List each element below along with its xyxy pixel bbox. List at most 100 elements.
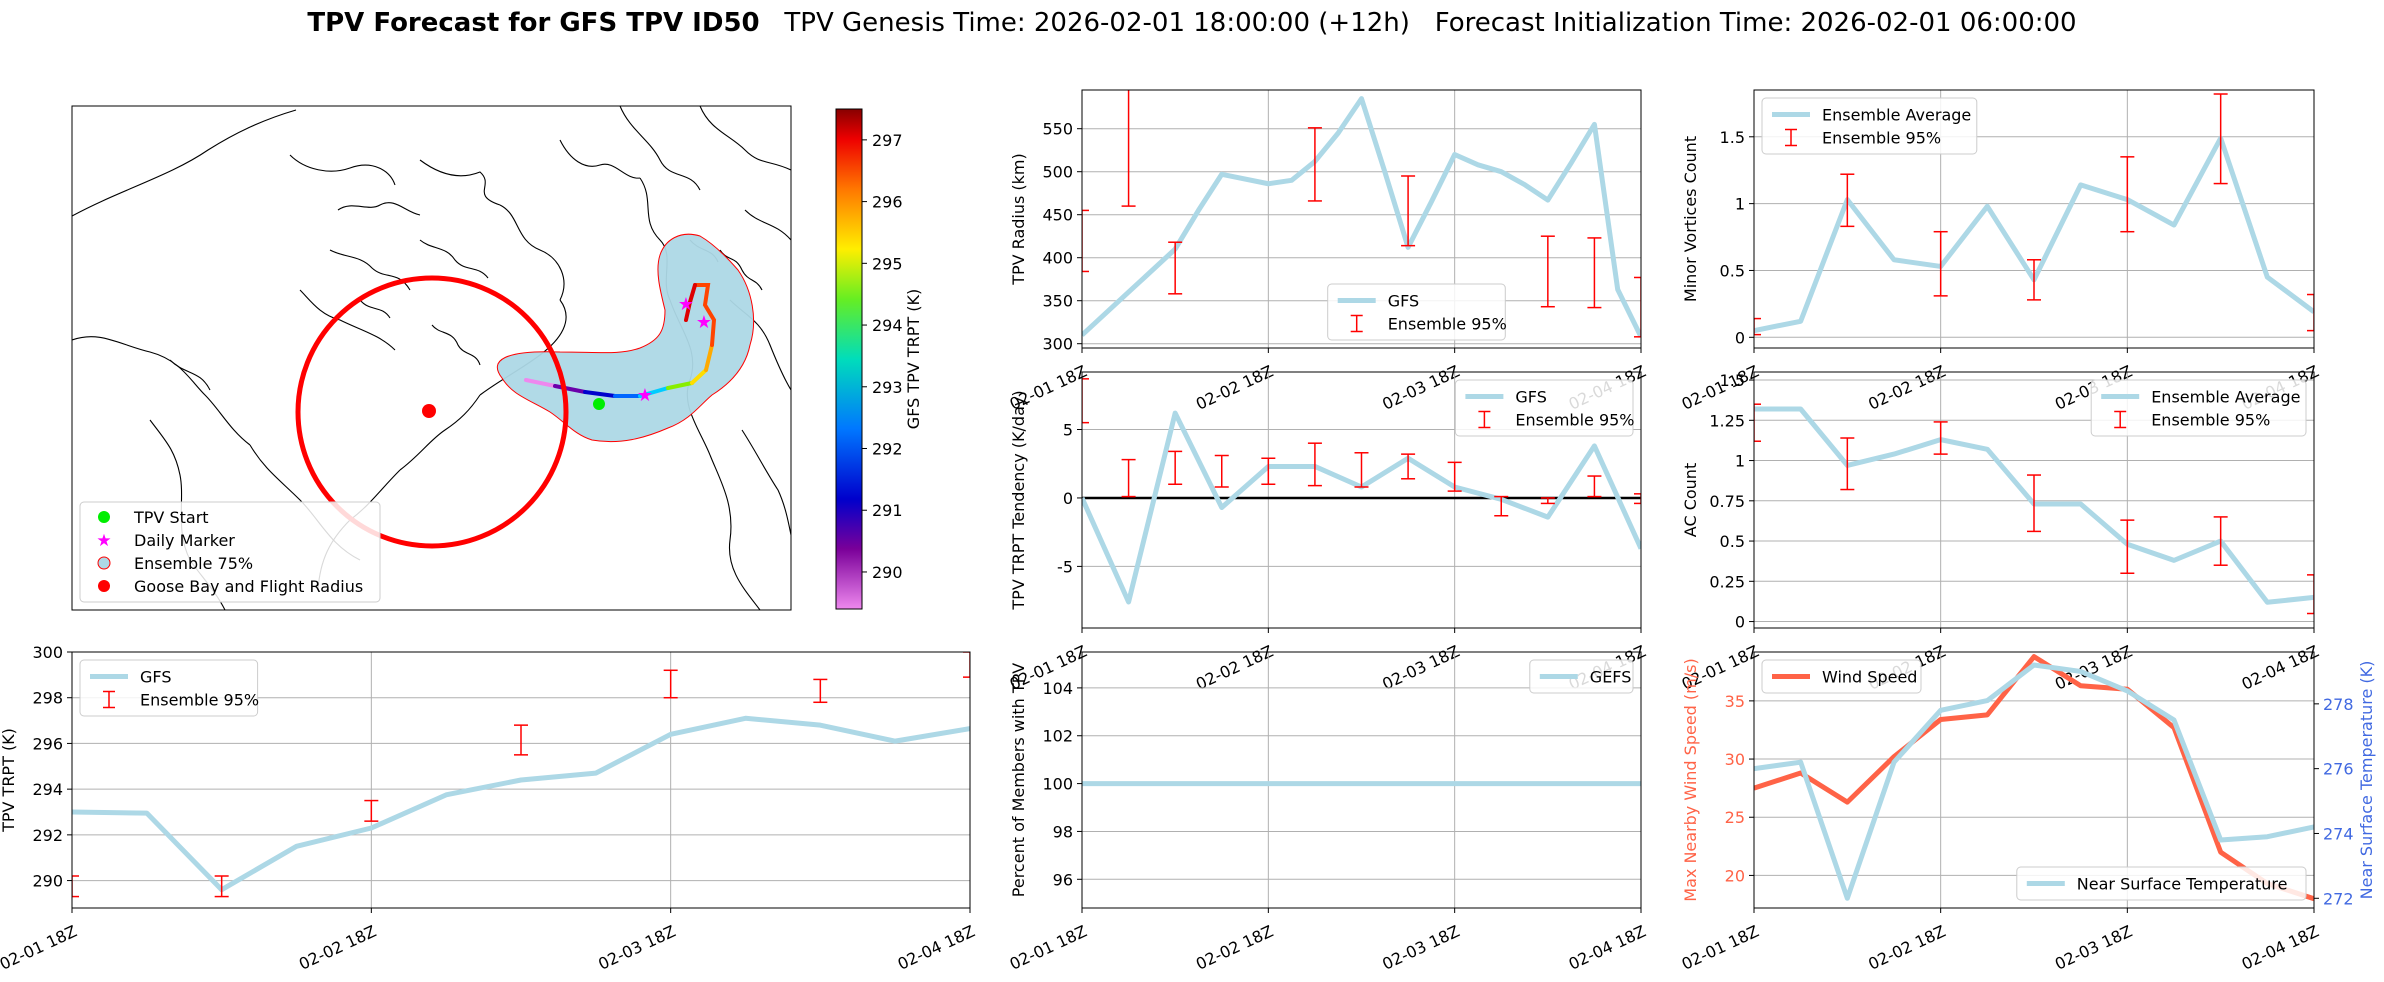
figure-title-rest: TPV Genesis Time: 2026-02-01 18:00:00 (+…: [784, 8, 2077, 38]
y-tick-label: 500: [1042, 163, 1073, 182]
y-right-tick-label: 278: [2323, 695, 2354, 714]
legend-label: Ensemble 95%: [1822, 129, 1941, 148]
error-bar: [1840, 173, 1855, 228]
series-line-gfs: [1082, 96, 1641, 338]
x-tick-label: 02-02 18Z: [296, 921, 379, 973]
colorbar-tick-label: 296: [872, 193, 903, 212]
colorbar-tick-label: 292: [872, 440, 903, 459]
error-bar: [72, 875, 79, 898]
x-tick-label: 02-03 18Z: [1379, 361, 1462, 413]
goose-bay-marker: [422, 404, 436, 418]
error-bar: [1933, 230, 1948, 297]
error-bar: [1540, 497, 1555, 505]
y-tick-label: 30: [1725, 750, 1745, 769]
legend-label: Ensemble 95%: [1388, 315, 1507, 334]
map-panel: ★ ★ ★ TPV Start ★ Daily Marker Ensemble …: [71, 105, 923, 611]
error-bar: [1261, 457, 1276, 486]
x-tick-label: 02-01 18Z: [1679, 921, 1762, 973]
error-bar: [1540, 235, 1555, 308]
y-tick-label: 298: [32, 689, 63, 708]
y-tick-label: 0.5: [1720, 532, 1745, 551]
y-axis-label: Minor Vortices Count: [1681, 136, 1700, 302]
error-bar: [1587, 237, 1602, 309]
error-bar: [2027, 474, 2041, 533]
error-bar: [2213, 93, 2228, 185]
error-bar: [1933, 421, 1948, 455]
colorbar-label: GFS TPV TRPT (K): [904, 289, 923, 429]
x-tick-label: 02-02 18Z: [1865, 921, 1948, 973]
error-bar: [963, 652, 970, 678]
y-tick-label: 104: [1042, 679, 1073, 698]
x-tick-label: 02-03 18Z: [1379, 641, 1462, 693]
plot-area: [1754, 403, 2314, 615]
y-tick-label: 1.5: [1720, 128, 1745, 147]
y-axis-label: TPV TRPT (K): [0, 728, 18, 833]
chart-frame: [1081, 89, 1642, 349]
plot-area: [1754, 654, 2314, 902]
figure-title-bold: TPV Forecast for GFS TPV ID50: [307, 8, 760, 38]
y-tick-label: 0: [1735, 328, 1745, 347]
colorbar-tick-label: 290: [872, 563, 903, 582]
x-tick-label: 02-04 18Z: [895, 921, 978, 973]
colorbar-ticks: 290 291 292 293 294 295 296 297: [862, 131, 903, 582]
y-right-tick-label: 272: [2323, 889, 2354, 908]
figure-title: TPV Forecast for GFS TPV ID50 TPV Genesi…: [0, 8, 2384, 38]
y-tick-label: 300: [1042, 335, 1073, 354]
legend-box: [1529, 659, 1634, 694]
colorbar-tick-label: 297: [872, 131, 903, 150]
error-bar: [1168, 241, 1183, 295]
legend-tpv-start-icon: [98, 511, 110, 523]
chart-frame: [1753, 89, 2315, 349]
daily-marker-1: ★: [637, 385, 653, 406]
chart-legend: GEFS: [1529, 659, 1634, 694]
y-tick-label: 400: [1042, 249, 1073, 268]
legend-errorbar-icon: [1478, 410, 1491, 429]
x-tick-label: 02-03 18Z: [595, 921, 678, 973]
legend-errorbar-icon: [1785, 128, 1797, 147]
error-bar: [1754, 317, 1761, 336]
error-bar: [813, 678, 828, 704]
error-bar: [1401, 453, 1416, 480]
error-bar: [1354, 452, 1369, 488]
chart-frame: [1081, 651, 1642, 909]
daily-marker-2: ★: [696, 312, 712, 333]
y-tick-label: 300: [32, 643, 63, 662]
x-tick-label: 02-02 18Z: [1193, 641, 1276, 693]
legend-label: GFS: [1388, 292, 1419, 311]
legend-ensemble-icon: [97, 556, 111, 570]
x-tick-label: 02-01 18Z: [0, 921, 80, 973]
error-bar: [1168, 450, 1183, 486]
y-tick-label: 35: [1725, 692, 1745, 711]
colorbar: 290 291 292 293 294 295 296 297 GFS TPV TRPT (K…: [835, 108, 923, 610]
legend-ensemble-label: Ensemble 75%: [134, 554, 253, 573]
y-axis-label: AC Count: [1681, 463, 1700, 537]
y-tick-label: 5: [1063, 420, 1073, 439]
error-bar: [2120, 519, 2135, 575]
chart-trpt: 290 292 294 296 298 300 TPV TRPT (K) 02-01 18Z 0…: [0, 643, 978, 974]
y-tick-label: 0.75: [1709, 492, 1745, 511]
chart-legend: GFS Ensemble 95%: [1327, 283, 1507, 341]
chart-frame: [71, 651, 971, 909]
y-tick-label: 98: [1053, 822, 1073, 841]
y-tick-label: 102: [1042, 727, 1073, 746]
y-tick-label: 1.25: [1709, 411, 1745, 430]
goose-bay-flight-radius: [295, 275, 569, 549]
x-tick-label: 02-03 18Z: [1379, 921, 1462, 973]
colorbar-tick-label: 291: [872, 501, 903, 520]
y-tick-label: 350: [1042, 292, 1073, 311]
x-tick-label: 02-04 18Z: [1566, 921, 1649, 973]
y-tick-label: 1: [1735, 452, 1745, 471]
error-bar: [2307, 293, 2314, 332]
legend-label: Wind Speed: [1822, 668, 1917, 687]
x-tick-label: 02-04 18Z: [2239, 641, 2322, 693]
legend-tpv-start-label: TPV Start: [133, 508, 209, 527]
error-bar: [2120, 156, 2135, 233]
x-tick-label: 02-02 18Z: [1865, 361, 1948, 413]
legend-errorbar-icon: [103, 690, 115, 709]
y-tick-label: 100: [1042, 775, 1073, 794]
chart-frame: [1081, 371, 1642, 629]
x-tick-label: 02-01 18Z: [1007, 921, 1090, 973]
